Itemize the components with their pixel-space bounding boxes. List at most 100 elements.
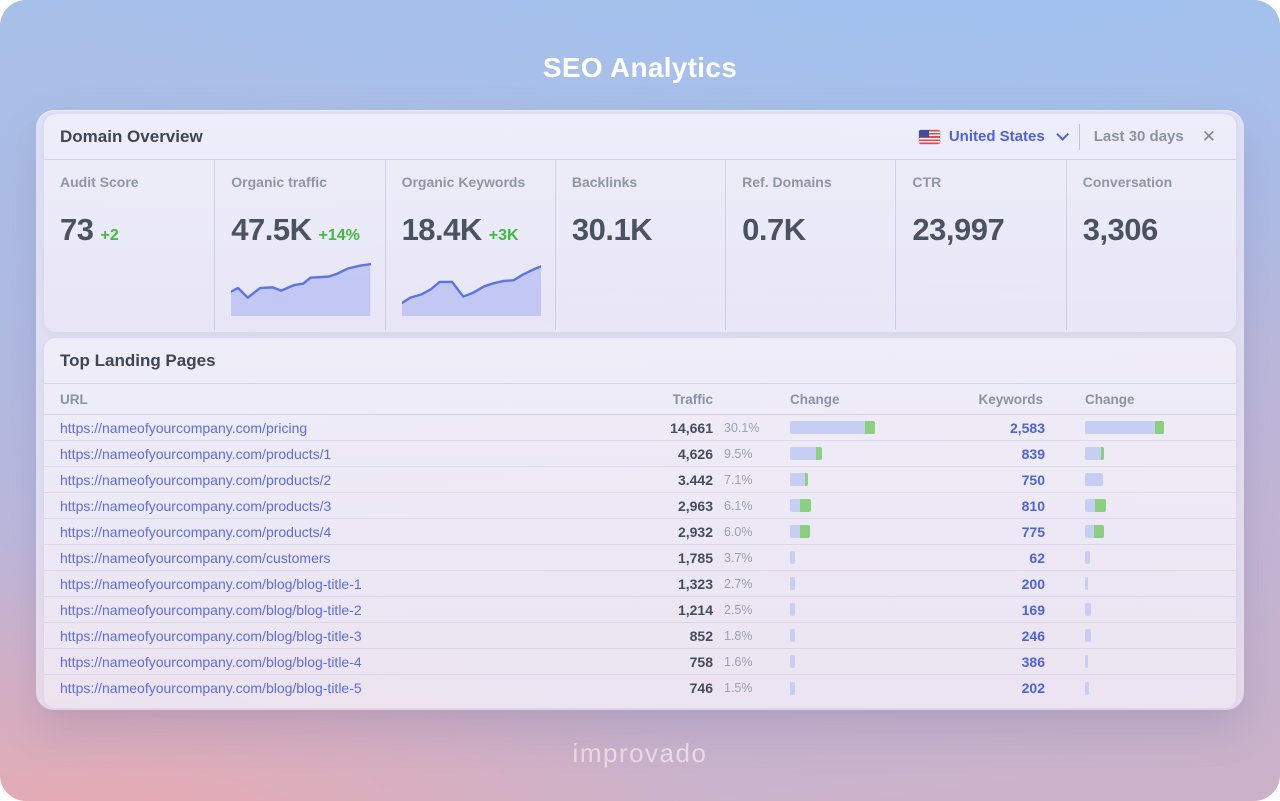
sparkline-chart [231,262,371,316]
table-row: https://nameofyourcompany.com/blog/blog-… [44,597,1236,623]
page-url-link[interactable]: https://nameofyourcompany.com/blog/blog-… [60,575,362,592]
metric-value: 23,997 [912,212,1005,247]
bar-segment-green [865,421,875,434]
traffic-change-bar [790,603,915,616]
chevron-down-icon [1055,128,1069,141]
domain-overview-panel: Domain Overview United States Last 30 da… [44,114,1236,332]
country-selector[interactable]: United States [918,128,1069,145]
keywords-change-bar [1085,603,1220,616]
sparkline-chart [401,262,541,316]
change-percent: 1.6% [724,654,753,669]
bar-segment-green [1095,499,1106,512]
metric-value-row: 73 +2 [60,212,204,248]
traffic-value: 4,626 [677,445,713,462]
change-percent: 6.0% [724,524,753,539]
bar-segment-green [805,473,808,486]
bar-segment-blue [1085,577,1088,590]
bar-segment-green [1101,447,1104,460]
bar-segment-blue [790,629,795,642]
page-url-link[interactable]: https://nameofyourcompany.com/pricing [60,419,308,436]
keywords-value: 839 [1021,445,1045,462]
bar-segment-green [1155,421,1164,434]
page-url-link[interactable]: https://nameofyourcompany.com/products/4 [60,523,332,540]
traffic-value: 3.442 [677,471,713,488]
traffic-value: 852 [689,627,713,644]
metric-value: 47.5K [231,212,312,247]
metric-label: Ref. Domains [742,174,832,190]
metric-delta: +14% [318,227,360,244]
metric-label: Backlinks [571,174,638,190]
table-row: https://nameofyourcompany.com/blog/blog-… [44,571,1236,597]
table-row: https://nameofyourcompany.com/products/1… [44,441,1236,467]
metric-value-row: 23,997 [912,212,1055,248]
bar-segment-blue [790,525,800,538]
change-percent: 30.1% [724,420,760,435]
change-percent: 1.8% [724,628,753,643]
keywords-value: 2,583 [1009,419,1045,436]
bar-segment-blue [790,577,795,590]
metric-value: 0.7K [742,212,806,247]
page-url-link[interactable]: https://nameofyourcompany.com/customers [60,549,331,566]
traffic-change-bar [790,655,915,668]
table-row: https://nameofyourcompany.com/products/4… [44,519,1236,545]
country-label: United States [948,128,1045,145]
bar-segment-blue [1085,603,1091,616]
bar-segment-blue [1085,525,1094,538]
keywords-value: 200 [1021,575,1045,592]
bar-segment-blue [790,447,816,460]
table-header: URL Traffic Change Keywords Change [44,384,1236,415]
metric-label: Conversation [1082,174,1173,190]
page-url-link[interactable]: https://nameofyourcompany.com/blog/blog-… [60,627,362,644]
keywords-change-bar [1085,577,1220,590]
traffic-value: 1,785 [677,549,713,566]
table-row: https://nameofyourcompany.com/products/2… [44,467,1236,493]
keywords-value: 810 [1021,497,1045,514]
metric-card: CTR 23,997 [895,160,1065,330]
keywords-value: 202 [1021,680,1045,696]
page-url-link[interactable]: https://nameofyourcompany.com/products/2 [60,471,332,488]
page-url-link[interactable]: https://nameofyourcompany.com/products/3 [60,497,332,514]
keywords-change-bar [1085,525,1220,538]
traffic-value: 1,214 [677,601,713,618]
column-header-change: Change [790,391,840,407]
traffic-change-bar [790,551,915,564]
page-url-link[interactable]: https://nameofyourcompany.com/products/1 [60,445,332,462]
keywords-change-bar [1085,681,1220,695]
close-icon[interactable]: ✕ [1201,127,1216,146]
bar-segment-blue [790,603,795,616]
page-url-link[interactable]: https://nameofyourcompany.com/blog/blog-… [60,601,362,618]
bar-segment-blue [790,473,805,486]
keywords-change-bar [1085,447,1220,460]
change-percent: 3.7% [724,550,753,565]
bar-segment-blue [1085,655,1088,668]
keywords-value: 169 [1021,601,1045,618]
metric-label: Organic traffic [231,174,327,190]
traffic-value: 1,323 [677,575,713,592]
metric-card: Audit Score 73 +2 [44,160,214,330]
table-row: https://nameofyourcompany.com/blog/blog-… [44,623,1236,649]
metric-card: Organic traffic 47.5K +14% [214,160,384,330]
domain-overview-title: Domain Overview [60,126,203,146]
change-percent: 2.7% [724,576,753,591]
change-percent: 2.5% [724,602,753,617]
bar-segment-green [800,525,810,538]
bar-segment-blue [1085,473,1103,486]
page-url-link[interactable]: https://nameofyourcompany.com/blog/blog-… [60,680,362,696]
keywords-change-bar [1085,499,1220,512]
keywords-change-bar [1085,551,1220,564]
date-range-filter[interactable]: Last 30 days [1093,128,1184,145]
page-url-link[interactable]: https://nameofyourcompany.com/blog/blog-… [60,653,362,670]
page-title: SEO Analytics [542,52,738,83]
keywords-value: 62 [1029,549,1045,566]
traffic-value: 758 [689,653,713,670]
us-flag-icon [918,129,940,144]
bar-segment-blue [790,681,795,695]
keywords-change-bar [1085,473,1220,486]
bar-segment-green [816,447,822,460]
bar-segment-green [800,499,811,512]
column-header-change-2: Change [1085,391,1135,407]
traffic-value: 14,661 [670,419,713,436]
bar-segment-blue [1085,421,1155,434]
traffic-value: 2,932 [677,523,713,540]
